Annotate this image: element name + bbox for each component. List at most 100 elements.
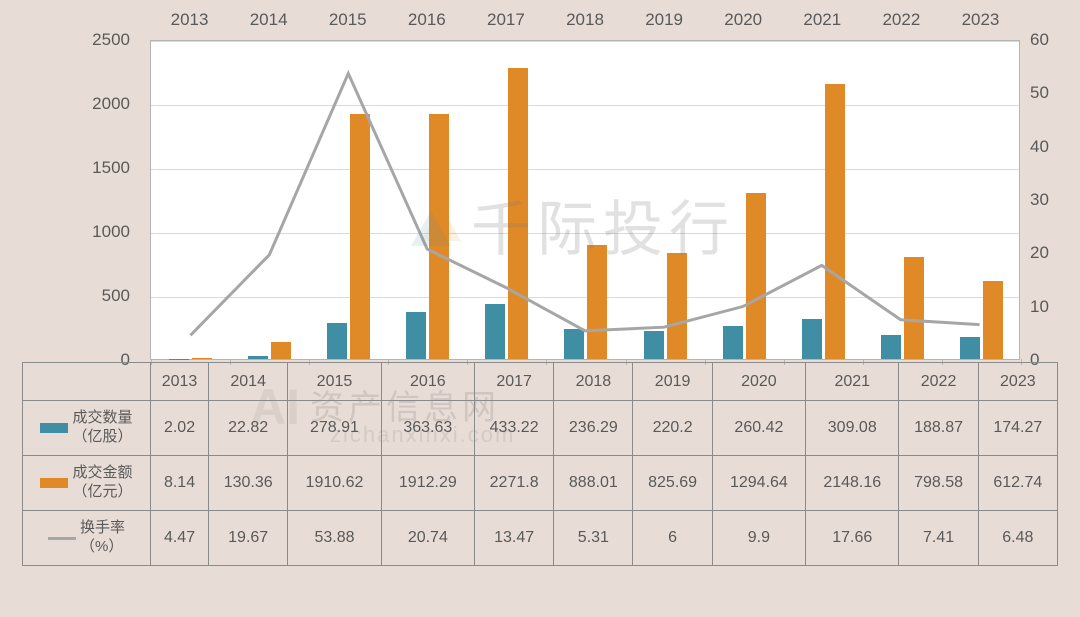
table-cell: 363.63 bbox=[381, 401, 474, 456]
table-cell: 17.66 bbox=[806, 511, 899, 566]
table-header-cell: 2017 bbox=[475, 363, 554, 401]
y-right-label: 30 bbox=[1030, 190, 1049, 210]
table-header-cell: 2021 bbox=[806, 363, 899, 401]
table-cell: 2271.8 bbox=[475, 456, 554, 511]
table-cell: 2.02 bbox=[151, 401, 209, 456]
bar-volume bbox=[564, 329, 584, 359]
bar-amount bbox=[746, 193, 766, 359]
bar-group bbox=[388, 41, 467, 359]
bar-amount bbox=[667, 253, 687, 359]
table-cell: 612.74 bbox=[978, 456, 1057, 511]
table-cell: 888.01 bbox=[554, 456, 633, 511]
y-left-label: 2500 bbox=[92, 30, 130, 50]
bar-amount bbox=[825, 84, 845, 359]
bar-volume bbox=[802, 319, 822, 359]
bar-group bbox=[626, 41, 705, 359]
y-left-label: 500 bbox=[102, 286, 130, 306]
table-cell: 309.08 bbox=[806, 401, 899, 456]
top-axis-label: 2023 bbox=[941, 10, 1020, 35]
table-header-cell: 2018 bbox=[554, 363, 633, 401]
bar-amount bbox=[587, 245, 607, 359]
bar-volume bbox=[327, 323, 347, 359]
table-header-cell: 2023 bbox=[978, 363, 1057, 401]
table-cell: 174.27 bbox=[978, 401, 1057, 456]
y-left-label: 1500 bbox=[92, 158, 130, 178]
legend-cell: 换手率（%） bbox=[23, 511, 151, 566]
table-cell: 4.47 bbox=[151, 511, 209, 566]
bar-volume bbox=[723, 326, 743, 359]
legend-label: 成交金额（亿元） bbox=[72, 464, 132, 502]
bar-group bbox=[705, 41, 784, 359]
bar-amount bbox=[429, 114, 449, 359]
bars-layer bbox=[151, 41, 1019, 359]
table-cell: 8.14 bbox=[151, 456, 209, 511]
bar-group bbox=[467, 41, 546, 359]
bar-volume bbox=[960, 337, 980, 359]
table-header-cell: 2022 bbox=[899, 363, 978, 401]
table-header-cell: 2016 bbox=[381, 363, 474, 401]
table-cell: 1912.29 bbox=[381, 456, 474, 511]
data-table: 2013201420152016201720182019202020212022… bbox=[22, 362, 1058, 566]
table-cell: 5.31 bbox=[554, 511, 633, 566]
table-header-cell: 2019 bbox=[633, 363, 712, 401]
top-x-axis: 2013201420152016201720182019202020212022… bbox=[150, 10, 1020, 35]
table-row: 成交数量（亿股）2.0222.82278.91363.63433.22236.2… bbox=[23, 401, 1058, 456]
table-header-cell: 2013 bbox=[151, 363, 209, 401]
top-axis-label: 2018 bbox=[545, 10, 624, 35]
legend-cell: 成交金额（亿元） bbox=[23, 456, 151, 511]
table-row: 换手率（%） 4.4719.6753.8820.7413.475.3169.917… bbox=[23, 511, 1058, 566]
table-header-row: 2013201420152016201720182019202020212022… bbox=[23, 363, 1058, 401]
y-axis-right: 0102030405060 bbox=[1025, 40, 1075, 360]
bar-volume bbox=[406, 312, 426, 359]
bar-volume bbox=[881, 335, 901, 359]
bar-volume bbox=[485, 304, 505, 359]
table-cell: 188.87 bbox=[899, 401, 978, 456]
table-cell: 220.2 bbox=[633, 401, 712, 456]
top-axis-label: 2015 bbox=[308, 10, 387, 35]
top-axis-label: 2016 bbox=[387, 10, 466, 35]
table-cell: 22.82 bbox=[209, 401, 288, 456]
legend-cell: 成交数量（亿股） bbox=[23, 401, 151, 456]
table-cell: 130.36 bbox=[209, 456, 288, 511]
bar-amount bbox=[904, 257, 924, 359]
top-axis-label: 2021 bbox=[783, 10, 862, 35]
table-cell: 53.88 bbox=[288, 511, 381, 566]
top-axis-label: 2017 bbox=[466, 10, 545, 35]
bar-volume bbox=[248, 356, 268, 359]
y-right-label: 40 bbox=[1030, 137, 1049, 157]
bar-volume bbox=[644, 331, 664, 359]
table-cell: 433.22 bbox=[475, 401, 554, 456]
bar-amount bbox=[192, 358, 212, 359]
top-axis-label: 2014 bbox=[229, 10, 308, 35]
bar-group bbox=[151, 41, 230, 359]
legend-swatch-line bbox=[48, 537, 76, 540]
y-left-label: 2000 bbox=[92, 94, 130, 114]
bar-group bbox=[942, 41, 1021, 359]
y-axis-left: 05001000150020002500 bbox=[80, 40, 140, 360]
top-axis-label: 2019 bbox=[625, 10, 704, 35]
bar-amount bbox=[350, 114, 370, 359]
y-right-label: 50 bbox=[1030, 83, 1049, 103]
legend-label: 换手率（%） bbox=[80, 519, 125, 557]
table-row: 成交金额（亿元） 8.14130.361910.621912.292271.888… bbox=[23, 456, 1058, 511]
top-axis-label: 2013 bbox=[150, 10, 229, 35]
table-cell: 798.58 bbox=[899, 456, 978, 511]
table-cell: 9.9 bbox=[712, 511, 805, 566]
bar-amount bbox=[983, 281, 1003, 359]
bar-group bbox=[230, 41, 309, 359]
table-cell: 1910.62 bbox=[288, 456, 381, 511]
y-right-label: 20 bbox=[1030, 243, 1049, 263]
table-header-cell: 2015 bbox=[288, 363, 381, 401]
table-cell: 13.47 bbox=[475, 511, 554, 566]
table-cell: 19.67 bbox=[209, 511, 288, 566]
table-cell: 6 bbox=[633, 511, 712, 566]
table-corner bbox=[23, 363, 151, 401]
chart-container: 2013201420152016201720182019202020212022… bbox=[0, 0, 1080, 617]
bar-group bbox=[863, 41, 942, 359]
table-cell: 825.69 bbox=[633, 456, 712, 511]
table-cell: 20.74 bbox=[381, 511, 474, 566]
table-cell: 2148.16 bbox=[806, 456, 899, 511]
table-cell: 260.42 bbox=[712, 401, 805, 456]
table-cell: 1294.64 bbox=[712, 456, 805, 511]
bar-group bbox=[784, 41, 863, 359]
